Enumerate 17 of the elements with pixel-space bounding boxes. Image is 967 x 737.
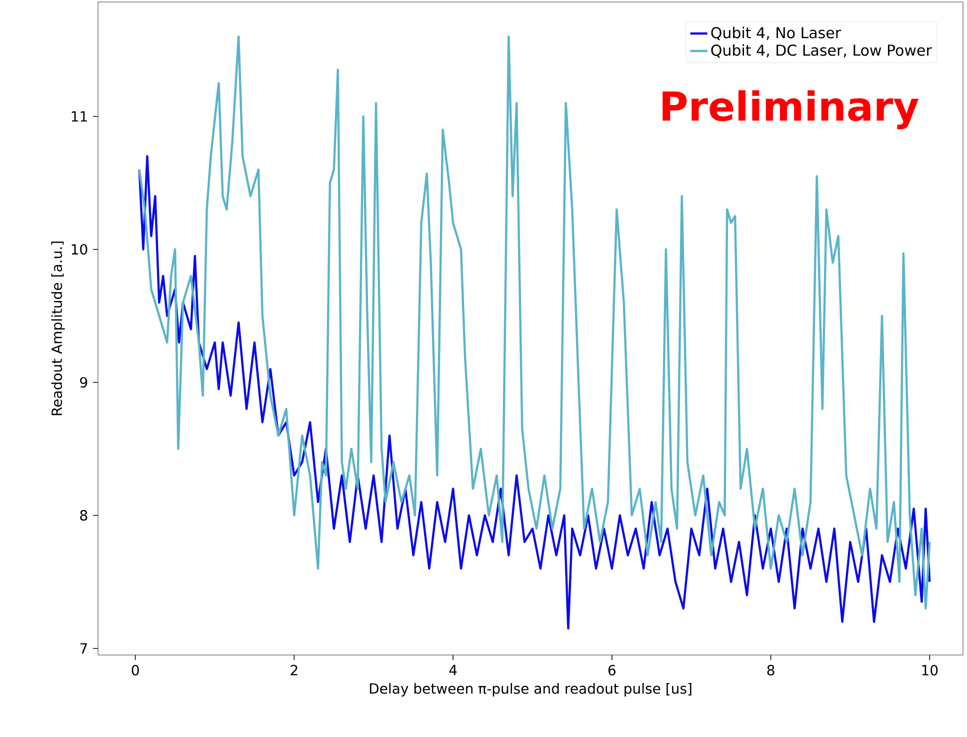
x-tick-label: 6 [608, 664, 616, 676]
annotation: Preliminary [662, 90, 919, 130]
x-tick-label: 8 [767, 664, 774, 676]
y-axis-title: Readout Amplitude [a.u.] [51, 242, 65, 416]
y-tick-label: 10 [72, 244, 88, 255]
x-tick-label: 4 [449, 664, 457, 676]
legend-label: Qubit 4, DC Laser, Low Power [711, 44, 932, 58]
x-tick-label: 0 [132, 664, 139, 676]
line-series [138, 155, 931, 630]
y-tick-label: 11 [72, 111, 87, 122]
y-tick-label: 7 [80, 643, 87, 654]
legend-label: Qubit 4, No Laser [711, 26, 842, 40]
y-tick-label: 8 [80, 510, 88, 521]
x-axis-title: Delay between π-pulse and readout pulse [us] [370, 682, 692, 697]
x-tick-label: 2 [290, 664, 298, 676]
x-tick-label: 10 [922, 664, 938, 676]
y-tick-label: 9 [80, 377, 88, 388]
